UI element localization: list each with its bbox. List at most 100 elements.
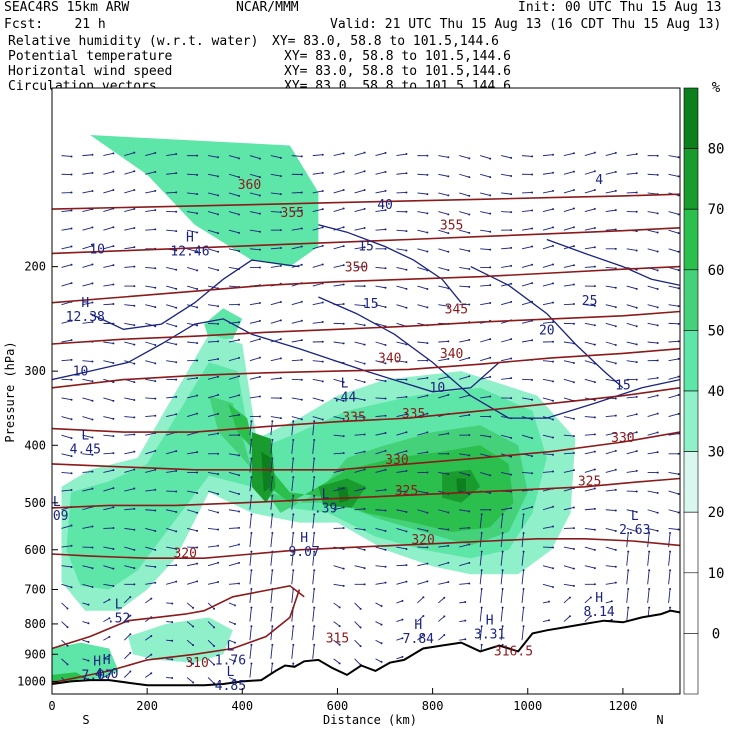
vector-head (238, 414, 240, 416)
vector-head (196, 174, 198, 176)
vector-head (171, 602, 173, 604)
vector-head (364, 363, 366, 365)
vector-head (313, 588, 315, 590)
vector-head (615, 398, 617, 400)
vector-head (175, 581, 177, 583)
vector-head (292, 569, 294, 571)
vector-head (636, 153, 638, 155)
vector-head (250, 625, 252, 627)
vector-head (594, 416, 596, 418)
vector-head (71, 246, 73, 248)
vector-head (669, 532, 671, 534)
colorbar-tick-label: 50 (708, 323, 725, 339)
vector-head (217, 453, 219, 455)
vector-head (175, 343, 177, 345)
vector-head (489, 158, 491, 160)
vector-head (502, 551, 504, 553)
vector-head (385, 190, 387, 192)
vector-head (175, 450, 177, 452)
vector-head (510, 229, 512, 231)
y-tick-label: 700 (24, 583, 46, 597)
vector-head (175, 288, 177, 290)
vector-head (447, 529, 449, 531)
vector-head (405, 211, 407, 213)
vector-head (657, 342, 659, 344)
vector-head (510, 283, 512, 285)
vector-head (636, 211, 638, 213)
x-end-label-south: S (82, 713, 89, 727)
vector-head (594, 246, 596, 248)
vector-head (489, 338, 491, 340)
vector-head (301, 320, 303, 322)
vector-head (292, 476, 294, 478)
vector-head (678, 493, 680, 495)
hl-value: 2.63 (619, 523, 650, 538)
vector-head (657, 472, 659, 474)
vector-head (360, 627, 362, 629)
colorbar-tick-label: 10 (708, 566, 725, 582)
vector-head (615, 209, 617, 211)
vector-head (381, 624, 383, 626)
vector-head (322, 208, 324, 210)
vector-head (301, 227, 303, 229)
vector-head (594, 468, 596, 470)
vector-head (615, 415, 617, 417)
vector-head (108, 599, 110, 601)
vector-head (91, 471, 93, 473)
hl-letter: H (414, 618, 422, 633)
vector-head (175, 470, 177, 472)
vector-head (531, 227, 533, 229)
vector-head (313, 644, 315, 646)
vector-head (523, 513, 525, 515)
vector-head (678, 376, 680, 378)
valid-time: Valid: 21 UTC Thu 15 Aug 13 (16 CDT Thu … (330, 17, 721, 32)
x-tick-label: 800 (422, 699, 444, 713)
hl-letter: L (226, 640, 234, 655)
vector-head (271, 513, 273, 515)
vector-head (381, 642, 383, 644)
vector-head (426, 155, 428, 157)
vector-head (192, 626, 194, 628)
vector-head (217, 394, 219, 396)
wind-label: 20 (539, 323, 555, 338)
vector-head (301, 399, 303, 401)
vector-head (313, 439, 315, 441)
vector-head (154, 344, 156, 346)
vector-head (196, 193, 198, 195)
vector-head (292, 625, 294, 627)
vector-head (648, 551, 650, 553)
vector-head (217, 376, 219, 378)
x-axis-label: Distance (km) (323, 713, 417, 727)
vector-head (87, 622, 89, 624)
vector-head (657, 174, 659, 176)
vector-head (489, 266, 491, 268)
vector-head (447, 581, 449, 583)
vector-head (678, 511, 680, 513)
vector-arrow (522, 379, 532, 380)
vector-head (385, 566, 387, 568)
vector-head (552, 263, 554, 265)
vector-head (91, 437, 93, 439)
vector-head (234, 604, 236, 606)
vector-head (154, 415, 156, 417)
vector-head (657, 512, 659, 514)
vector-head (196, 306, 198, 308)
vector-head (364, 529, 366, 531)
vector-head (133, 324, 135, 326)
colorbar-swatch (684, 573, 698, 634)
vector-head (510, 437, 512, 439)
vector-head (133, 433, 135, 435)
vector-head (154, 489, 156, 491)
vector-head (594, 285, 596, 287)
vector-head (343, 452, 345, 454)
vector-head (489, 416, 491, 418)
vector-head (234, 623, 236, 625)
vector-head (91, 400, 93, 402)
vector-head (364, 324, 366, 326)
vector-head (322, 400, 324, 402)
theta-label: 340 (378, 351, 401, 366)
field-name: Horizontal wind speed (8, 64, 172, 79)
vector-head (196, 324, 198, 326)
vector-head (594, 583, 596, 585)
